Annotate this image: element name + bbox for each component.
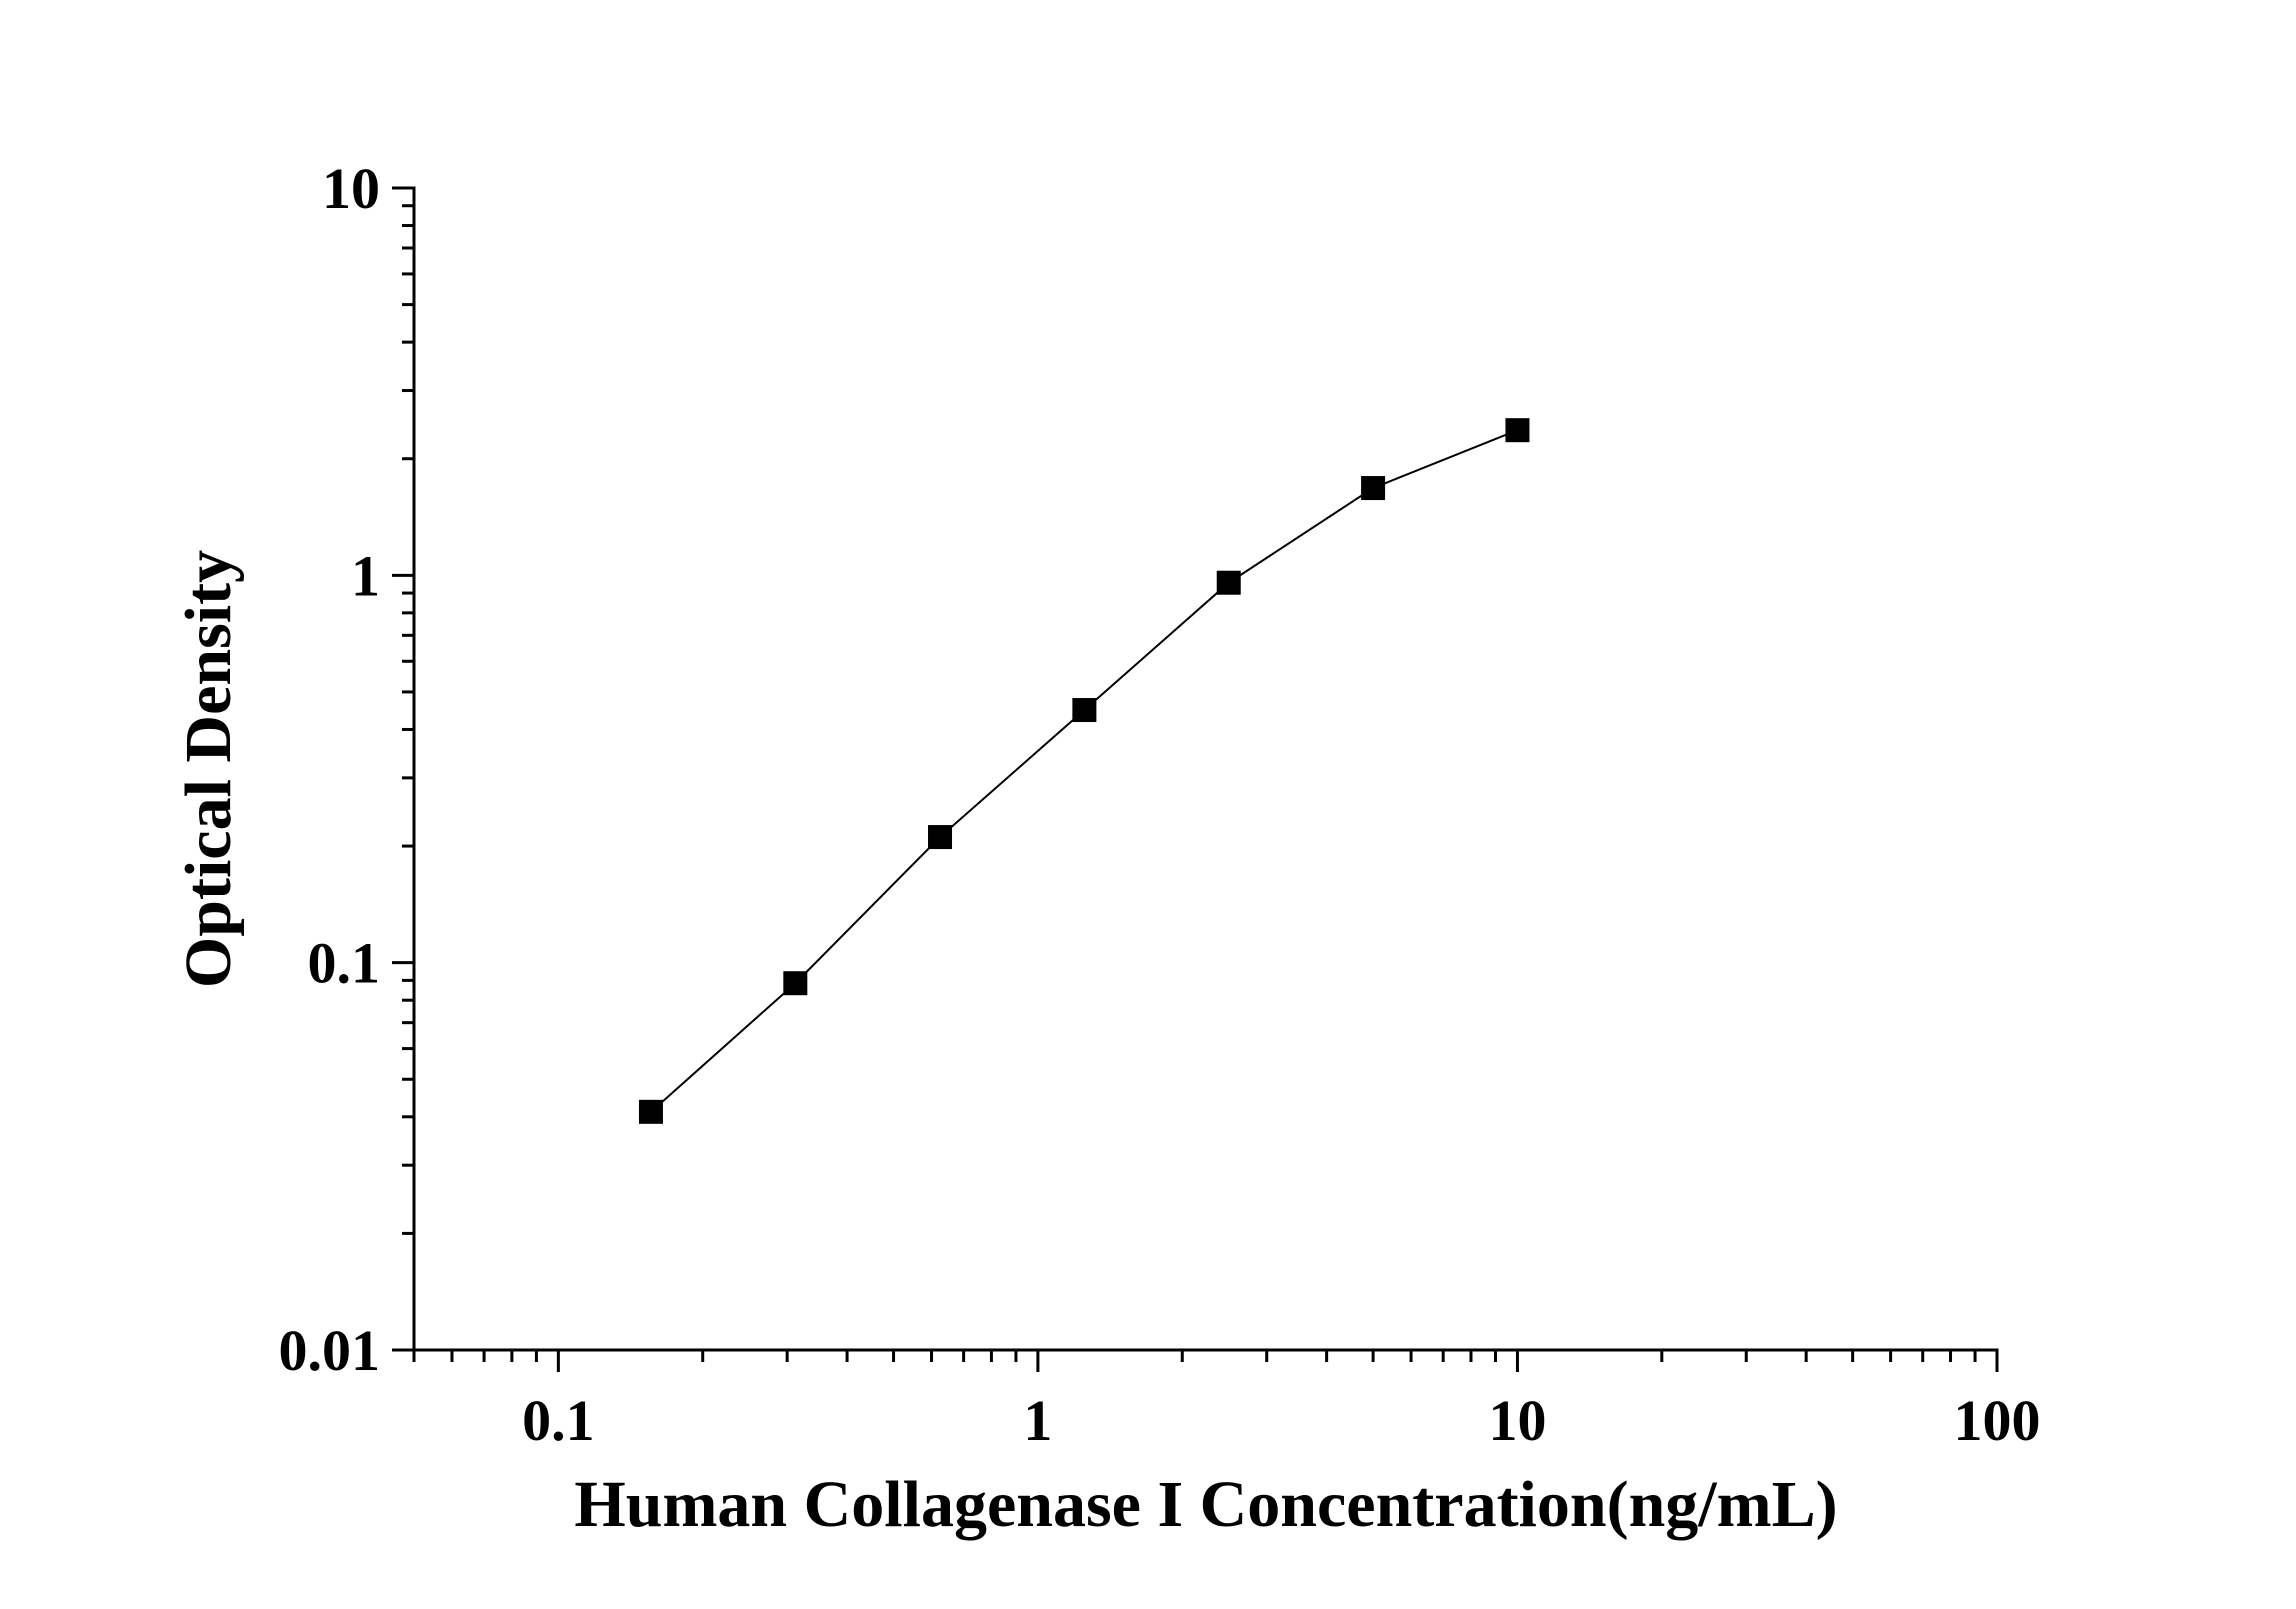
x-tick-label: 10: [1488, 1388, 1546, 1453]
y-axis-title: Optical Density: [172, 550, 245, 988]
x-axis-title: Human Collagenase I Concentration(ng/mL): [574, 1468, 1837, 1541]
y-tick-label: 0.1: [308, 931, 381, 996]
data-point: [1505, 418, 1530, 443]
data-point: [1072, 698, 1097, 723]
data-point: [1361, 476, 1386, 501]
data-point: [1216, 570, 1241, 595]
series-line: [650, 429, 1518, 1113]
y-tick-label: 1: [351, 543, 380, 608]
y-tick-label: 10: [322, 156, 380, 221]
y-tick-label: 0.01: [279, 1318, 381, 1383]
x-tick-label: 1: [1023, 1388, 1052, 1453]
data-point: [638, 1099, 663, 1124]
x-tick-label: 100: [1954, 1388, 2041, 1453]
data-point: [928, 825, 953, 850]
data-point: [783, 971, 808, 996]
x-tick-label: 0.1: [522, 1388, 595, 1453]
